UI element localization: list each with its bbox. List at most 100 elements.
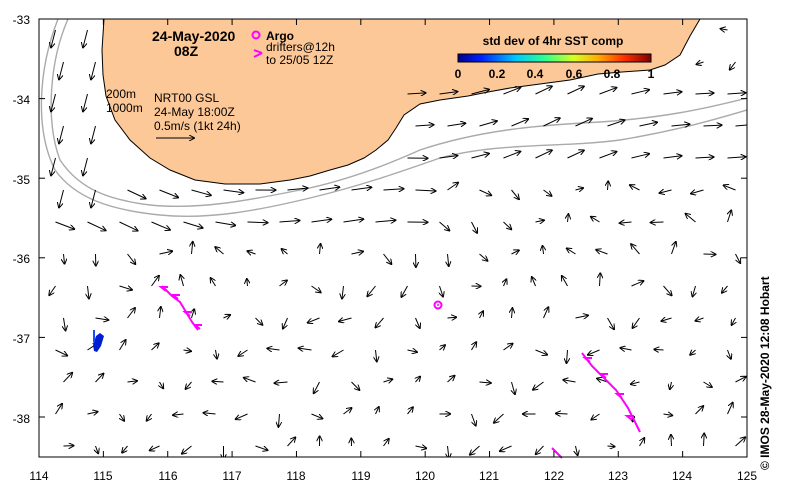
current-vector	[567, 349, 568, 363]
current-vector	[91, 125, 96, 143]
y-tick-label: -36	[13, 252, 31, 266]
x-tick-label: 125	[737, 469, 757, 483]
current-vector	[204, 413, 216, 414]
map-date: 24-May-2020	[152, 28, 235, 44]
current-vector	[415, 125, 434, 126]
current-vector	[663, 285, 672, 295]
current-vector	[631, 154, 650, 159]
current-vector	[691, 190, 704, 194]
current-vector	[724, 185, 736, 191]
current-vector	[543, 118, 560, 127]
current-vector	[479, 121, 497, 127]
current-vector	[728, 211, 732, 223]
current-vector	[504, 279, 507, 287]
current-vector	[588, 349, 600, 355]
current-vector	[83, 157, 88, 175]
current-vector	[91, 61, 96, 79]
y-tick-label: -33	[13, 13, 31, 27]
x-tick-label: 116	[158, 469, 177, 483]
current-vector	[727, 93, 746, 94]
current-vector	[727, 157, 746, 158]
current-vector	[383, 379, 393, 382]
current-vector	[223, 315, 231, 318]
current-vector	[173, 414, 184, 415]
current-vector	[192, 242, 193, 255]
current-vector	[494, 413, 504, 423]
current-vector	[236, 413, 248, 419]
current-vector	[630, 185, 640, 191]
credit-text: © IMOS 28-May-2020 12:08 Hobart	[758, 276, 772, 470]
colorbar-tick-labels: 0 0.2 0.4 0.6 0.8 1	[455, 67, 655, 81]
contour-200m	[50, 19, 747, 207]
y-tick-label: -38	[13, 412, 31, 426]
current-vector	[439, 156, 458, 158]
current-vector	[415, 190, 436, 191]
current-vector	[607, 317, 615, 329]
current-vector	[95, 318, 109, 320]
current-vector	[416, 377, 421, 382]
colorbar: std dev of 4hr SST comp 0 0.2 0.4 0.6 0.…	[455, 34, 655, 81]
current-vector	[471, 221, 478, 233]
current-vector	[439, 92, 458, 94]
x-tick-label: 122	[544, 469, 564, 483]
current-vector	[543, 189, 552, 196]
current-vector	[631, 382, 640, 384]
current-vector	[535, 86, 552, 95]
map-hour: 08Z	[174, 43, 199, 59]
current-vector	[59, 125, 64, 143]
current-vector	[55, 221, 75, 229]
current-vector	[275, 382, 288, 383]
current-vector	[599, 152, 617, 159]
x-tick-label: 117	[222, 469, 241, 483]
current-vector	[693, 285, 696, 296]
vector-scale-label: 0.5m/s (1kt 24h)	[154, 119, 241, 133]
current-vector	[49, 285, 56, 295]
current-vector	[597, 379, 608, 383]
current-vector	[472, 342, 477, 351]
current-vector	[127, 189, 146, 199]
current-vector	[127, 308, 136, 319]
current-vector	[64, 317, 66, 330]
current-vector	[439, 221, 450, 231]
current-vector	[339, 318, 352, 321]
colorbar-tick: 0.2	[489, 67, 506, 81]
current-vector	[447, 123, 466, 126]
current-vector	[314, 381, 320, 393]
current-vector	[471, 90, 489, 95]
current-vector	[367, 285, 376, 296]
current-vector	[320, 244, 321, 255]
current-vector	[535, 349, 548, 355]
axis-ticks	[38, 18, 748, 457]
current-vector	[87, 412, 98, 414]
current-vector	[238, 349, 248, 356]
current-vector	[535, 220, 544, 222]
current-vector	[568, 214, 569, 223]
current-vector	[247, 251, 256, 254]
current-vector	[282, 249, 288, 254]
x-tick-label: 123	[608, 469, 628, 483]
current-vector	[663, 92, 682, 94]
current-vector	[730, 61, 736, 70]
current-vector	[575, 188, 584, 190]
current-vector	[311, 285, 321, 292]
current-vector	[59, 189, 64, 207]
current-vector	[479, 382, 491, 383]
y-tick-label: -37	[13, 332, 31, 346]
current-vector	[533, 381, 544, 390]
current-vector	[182, 445, 192, 454]
current-vector	[88, 285, 89, 298]
current-vector	[351, 187, 372, 190]
current-vector	[735, 437, 746, 447]
current-vector	[267, 348, 280, 350]
current-vector	[447, 317, 457, 318]
drifter-marker-2	[582, 357, 634, 421]
current-vector	[575, 315, 589, 318]
colorbar-tick: 0.6	[566, 67, 583, 81]
current-vector	[532, 277, 536, 287]
current-vector	[732, 317, 736, 325]
legend-drifters-line2: to 25/05 12Z	[266, 53, 333, 67]
current-vector	[695, 93, 714, 94]
current-vector	[186, 381, 192, 389]
sst-patch	[93, 330, 104, 352]
current-vector	[407, 407, 413, 415]
